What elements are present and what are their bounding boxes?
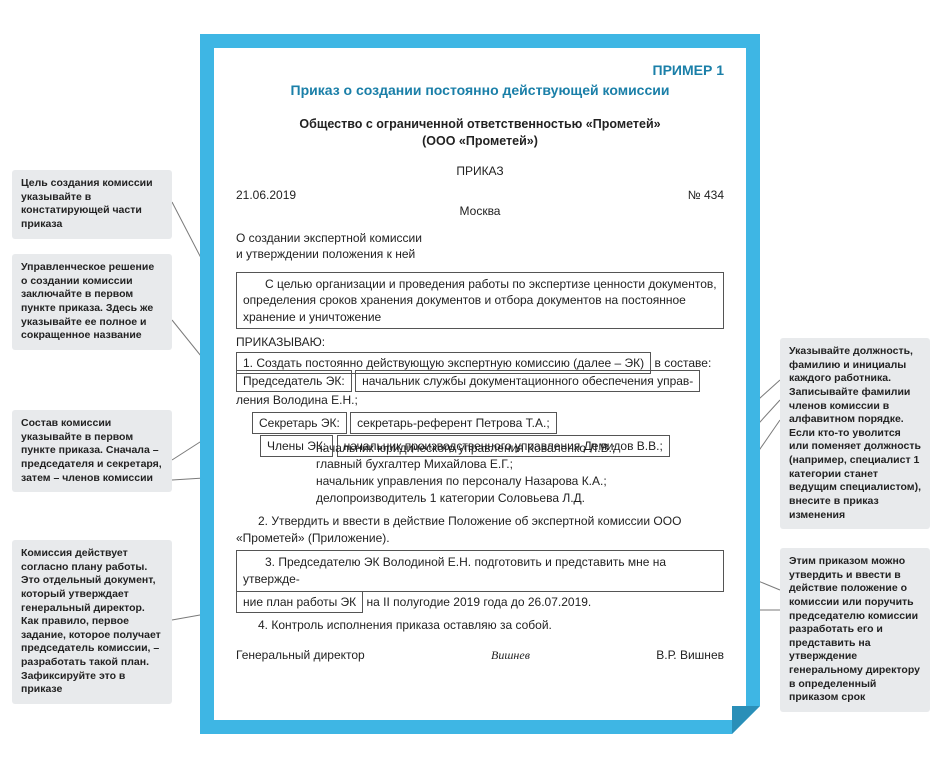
subject-line1: О создании экспертной комиссии xyxy=(236,230,724,246)
members-list-item: начальник управления по персоналу Назаро… xyxy=(316,473,724,490)
item-3-box-b: ние план работы ЭК xyxy=(236,591,363,613)
signature-title: Генеральный директор xyxy=(236,648,365,662)
callout-left-decision: Управленческое решение о создании комисс… xyxy=(12,254,172,350)
signature-name: В.Р. Вишнев xyxy=(656,648,724,662)
chair-value-box: начальник службы документационного обесп… xyxy=(355,370,700,392)
chair-row: Председатель ЭК: начальник службы докуме… xyxy=(236,373,724,390)
chair-value-tail: ления Володина Е.Н.; xyxy=(236,392,724,409)
example-label: ПРИМЕР 1 xyxy=(236,62,724,78)
secretary-label: Секретарь ЭК: xyxy=(252,412,347,434)
organization-name: Общество с ограниченной ответственностью… xyxy=(236,116,724,150)
item-1: 1. Создать постоянно действующую эксперт… xyxy=(236,355,724,372)
members-list-item: делопроизводитель 1 категории Соловьева … xyxy=(316,490,724,507)
purpose-box: С целью организации и проведения работы … xyxy=(236,272,724,329)
page-curl-icon xyxy=(732,706,760,734)
item-3-box-a: 3. Председателю ЭК Володиной Е.Н. подгот… xyxy=(236,550,724,592)
document-title: Приказ о создании постоянно действующей … xyxy=(236,82,724,98)
item-3: 3. Председателю ЭК Володиной Е.Н. подгот… xyxy=(236,550,724,592)
item-3-line2: ние план работы ЭК на II полугодие 2019 … xyxy=(236,594,724,611)
document-type: ПРИКАЗ xyxy=(236,164,724,178)
callout-right-regulation: Этим приказом можно утвердить и ввести в… xyxy=(780,548,930,712)
item-3-tail: на II полугодие 2019 года до 26.07.2019. xyxy=(363,595,591,609)
item-2: 2. Утвердить и ввести в действие Положен… xyxy=(236,513,724,547)
signature-row: Генеральный директор Вишнев В.Р. Вишнев xyxy=(236,648,724,663)
callout-left-purpose: Цель создания комиссии указывайте в конс… xyxy=(12,170,172,239)
members-list-item: главный бухгалтер Михайлова Е.Г.; xyxy=(316,456,724,473)
item-4: 4. Контроль исполнения приказа оставляю … xyxy=(236,617,724,634)
signature-sign: Вишнев xyxy=(491,648,530,663)
order-heading: ПРИКАЗЫВАЮ: xyxy=(236,335,724,349)
document-date: 21.06.2019 xyxy=(236,188,296,202)
org-name-line2: (ООО «Прометей») xyxy=(236,133,724,150)
document-number: № 434 xyxy=(688,188,724,202)
org-name-line1: Общество с ограниченной ответственностью… xyxy=(236,116,724,133)
callout-left-composition: Состав комиссии указывайте в первом пунк… xyxy=(12,410,172,492)
secretary-row: Секретарь ЭК: секретарь-референт Петрова… xyxy=(252,415,724,432)
document-city: Москва xyxy=(236,204,724,218)
document-subject: О создании экспертной комиссии и утвержд… xyxy=(236,230,724,262)
document-frame: ПРИМЕР 1 Приказ о создании постоянно дей… xyxy=(200,34,760,734)
item-1-tail: в составе: xyxy=(651,356,711,370)
callout-right-members: Указывайте должность, фамилию и инициалы… xyxy=(780,338,930,529)
chair-label: Председатель ЭК: xyxy=(236,370,352,392)
callout-left-workplan: Комиссия действует согласно плану работы… xyxy=(12,540,172,704)
secretary-value: секретарь-референт Петрова Т.А.; xyxy=(350,412,557,434)
subject-line2: и утверждении положения к ней xyxy=(236,246,724,262)
date-number-row: 21.06.2019 № 434 xyxy=(236,188,724,202)
